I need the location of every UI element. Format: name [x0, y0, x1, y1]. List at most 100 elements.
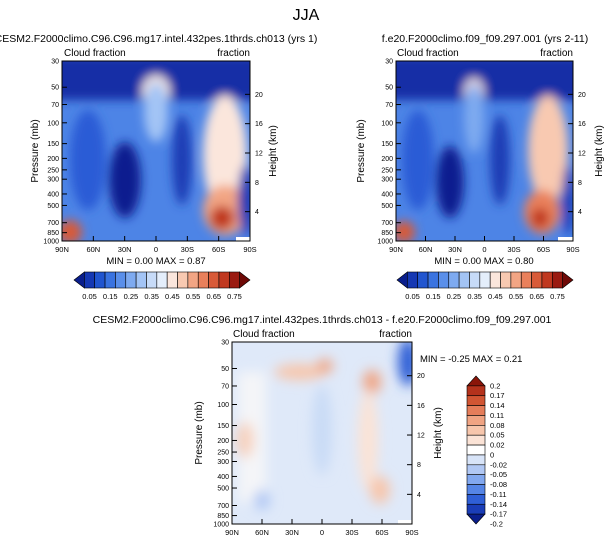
y-tick-label: 150	[217, 423, 229, 430]
colorbar-label: 0.08	[490, 421, 505, 430]
y-right-tick-label: 20	[578, 92, 586, 99]
y-tick-label: 30	[385, 59, 393, 66]
panel-a-right-string: fraction	[217, 48, 250, 59]
x-tick-label: 30S	[181, 245, 194, 254]
colorbar-label: 0.02	[490, 441, 505, 450]
colorbar-swatch	[466, 484, 486, 495]
y-right-tick-label: 4	[417, 492, 421, 499]
panel-a-sh-core	[210, 206, 234, 230]
x-tick-label: 30S	[507, 245, 520, 254]
y-tick-label: 50	[221, 366, 229, 373]
y-tick-label: 200	[47, 156, 59, 163]
colorbar-end-high	[562, 271, 574, 289]
y-tick-label: 200	[217, 438, 229, 445]
colorbar-label: -0.17	[490, 510, 507, 519]
colorbar-swatch	[84, 271, 96, 289]
colorbar-swatch	[177, 271, 189, 289]
panel-b: f.e20.F2000climo.f09_f09.297.001 (yrs 2-…	[356, 33, 605, 301]
panel-b-nh-mid	[402, 110, 434, 210]
x-tick-label: 0	[320, 528, 324, 537]
panel-c-field	[232, 342, 412, 524]
colorbar-label: -0.08	[490, 480, 507, 489]
panel-c-pos-upper	[274, 364, 326, 380]
panel-a-subtropic-dry-n	[109, 142, 141, 218]
y-tick-label: 50	[51, 85, 59, 92]
panel-b-upper-plume	[464, 83, 484, 153]
panel-b-subtropic-dry-n	[436, 146, 464, 218]
colorbar-swatch	[466, 415, 486, 426]
colorbar-label: 0.05	[490, 431, 505, 440]
colorbar-swatch	[438, 271, 450, 289]
colorbar-end-high	[466, 375, 486, 387]
y-tick-label: 300	[217, 459, 229, 466]
colorbar-swatch	[125, 271, 137, 289]
y-right-tick-label: 12	[417, 433, 425, 440]
colorbar-end-low	[466, 513, 486, 525]
page-title: JJA	[293, 7, 320, 24]
y-right-tick-label: 16	[578, 121, 586, 128]
panel-a-pole-s	[238, 165, 250, 235]
colorbar-label: 0.45	[488, 292, 503, 301]
y-tick-label: 300	[47, 177, 59, 184]
colorbar-end-low	[73, 271, 85, 289]
x-tick-label: 60N	[86, 245, 100, 254]
colorbar-swatch	[135, 271, 147, 289]
colorbar-swatch	[228, 271, 240, 289]
colorbar-swatch	[104, 271, 116, 289]
colorbar-swatch	[489, 271, 501, 289]
x-tick-label: 90N	[225, 528, 239, 537]
colorbar-label: 0.65	[206, 292, 221, 301]
colorbar-label: 0.75	[550, 292, 565, 301]
x-tick-label: 30S	[345, 528, 358, 537]
panel-c-pos-sh-mid	[358, 390, 378, 490]
y-tick-label: 700	[381, 220, 393, 227]
colorbar-label: 0.11	[490, 411, 504, 420]
panel-a-axes: 90N 60N 30N 0 30S 60S 90S 30 50 70 100 150 200 250 300…	[43, 59, 262, 255]
colorbar-swatch	[448, 271, 460, 289]
colorbar-swatch	[466, 503, 486, 515]
panel-a-sh-warm	[203, 95, 247, 215]
y-tick-label: 100	[381, 120, 393, 127]
panel-a-left-string: Cloud fraction	[64, 48, 126, 59]
panel-b-surface-mask	[558, 237, 573, 241]
y-tick-label: 1000	[43, 239, 59, 246]
y-tick-label: 1000	[213, 522, 229, 529]
panel-b-ylabel-right: Height (km)	[594, 125, 605, 177]
colorbar-swatch	[466, 444, 486, 456]
panel-a-stats: MIN = 0.00 MAX = 0.87	[106, 256, 205, 267]
colorbar-label: 0.45	[165, 292, 180, 301]
colorbar-swatch	[541, 271, 553, 289]
panel-b-sh-warm	[528, 95, 568, 205]
panel-c-pos-trop	[317, 359, 333, 373]
colorbar-label: 0.2	[490, 381, 500, 390]
colorbar-label: 0.15	[426, 292, 441, 301]
panel-b-ylabel: Pressure (mb)	[356, 119, 367, 182]
y-tick-label: 400	[47, 191, 59, 198]
y-tick-label: 250	[381, 167, 393, 174]
y-tick-label: 100	[217, 402, 229, 409]
x-tick-label: 60S	[375, 528, 388, 537]
y-tick-label: 30	[221, 340, 229, 347]
panel-b-nh-low	[396, 221, 415, 241]
colorbar-label: -0.02	[490, 460, 507, 469]
colorbar-swatch	[466, 434, 486, 446]
colorbar-swatch	[466, 395, 486, 406]
y-tick-label: 300	[381, 177, 393, 184]
colorbar-label: -0.05	[490, 470, 507, 479]
panel-a-nh-low	[62, 220, 82, 241]
panel-b-field	[396, 61, 573, 241]
y-tick-label: 1000	[377, 239, 393, 246]
y-tick-label: 700	[217, 503, 229, 510]
colorbar-end-high	[239, 271, 251, 289]
colorbar-swatch	[427, 271, 439, 289]
colorbar-label: -0.11	[490, 490, 507, 499]
panel-c-stats: MIN = -0.25 MAX = 0.21	[420, 354, 522, 365]
panel-b-upper-band	[396, 61, 573, 100]
panel-c-colorbar: 0.20.170.140.110.080.050.020-0.02-0.05-0…	[466, 375, 507, 529]
panel-c-ylabel-right: Height (km)	[433, 407, 444, 459]
panel-a-colorbar: 0.05 0.15 0.25 0.35 0.45 0.55 0.65 0.75	[73, 271, 251, 301]
x-tick-label: 60N	[419, 245, 433, 254]
x-tick-label: 30N	[118, 245, 132, 254]
colorbar-swatch	[94, 271, 106, 289]
